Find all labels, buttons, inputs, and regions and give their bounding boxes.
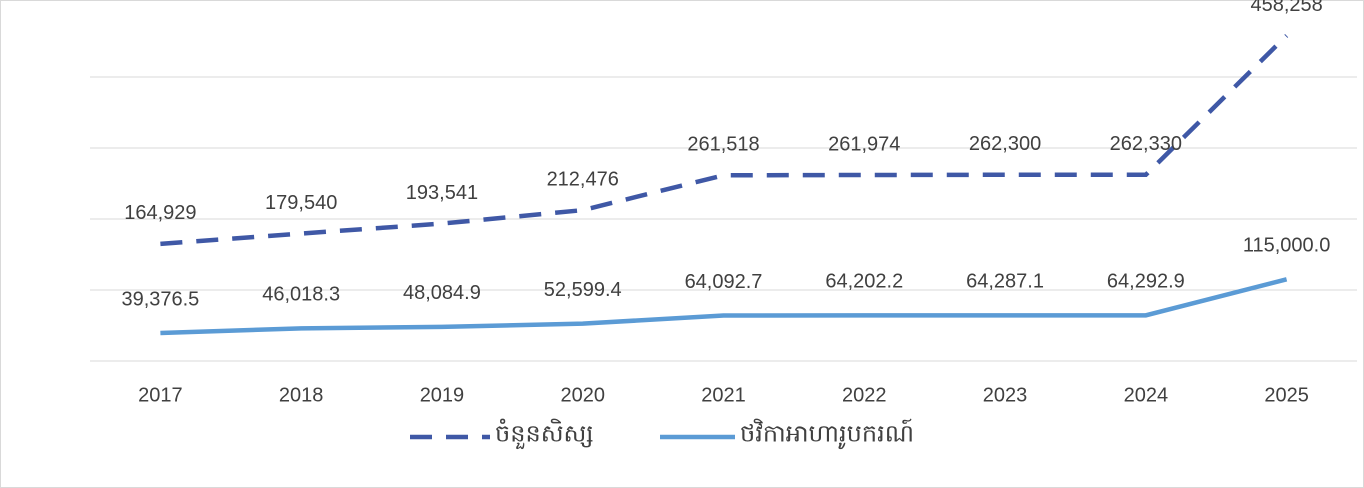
x-tick-label: 2024	[1124, 384, 1169, 406]
data-label: 48,084.9	[403, 282, 481, 304]
data-label: 64,287.1	[966, 271, 1044, 293]
data-label: 52,599.4	[544, 279, 622, 301]
data-label: 262,300	[969, 133, 1041, 155]
x-tick-label: 2022	[842, 384, 887, 406]
series-line	[160, 34, 1289, 247]
data-label: 64,092.7	[685, 271, 763, 293]
data-label: 261,974	[828, 133, 900, 155]
x-tick-label: 2020	[560, 384, 605, 406]
x-tick-label: 2019	[420, 384, 465, 406]
x-tick-label: 2017	[138, 384, 183, 406]
legend-label: ថវិកាអាហារូបករណ៍	[740, 418, 914, 449]
data-label: 164,929	[124, 202, 196, 224]
data-label: 179,540	[265, 192, 337, 214]
data-label: 46,018.3	[262, 284, 340, 306]
x-tick-label: 2018	[279, 384, 324, 406]
data-label: 64,292.9	[1107, 271, 1185, 293]
data-label: 193,541	[406, 182, 478, 204]
data-label: 458,258	[1250, 0, 1322, 16]
data-label: 261,518	[687, 134, 759, 156]
x-tick-label: 2023	[983, 384, 1028, 406]
series-line	[160, 277, 1288, 336]
data-label: 115,000.0	[1243, 235, 1331, 257]
data-label: 39,376.5	[121, 288, 199, 310]
x-tick-label: 2021	[701, 384, 746, 406]
x-tick-label: 2025	[1264, 384, 1309, 406]
data-label: 212,476	[547, 168, 619, 190]
data-label: 262,330	[1110, 133, 1182, 155]
data-label: 64,202.2	[825, 271, 903, 293]
legend-label: ចំនួនសិស្ស	[495, 418, 594, 449]
